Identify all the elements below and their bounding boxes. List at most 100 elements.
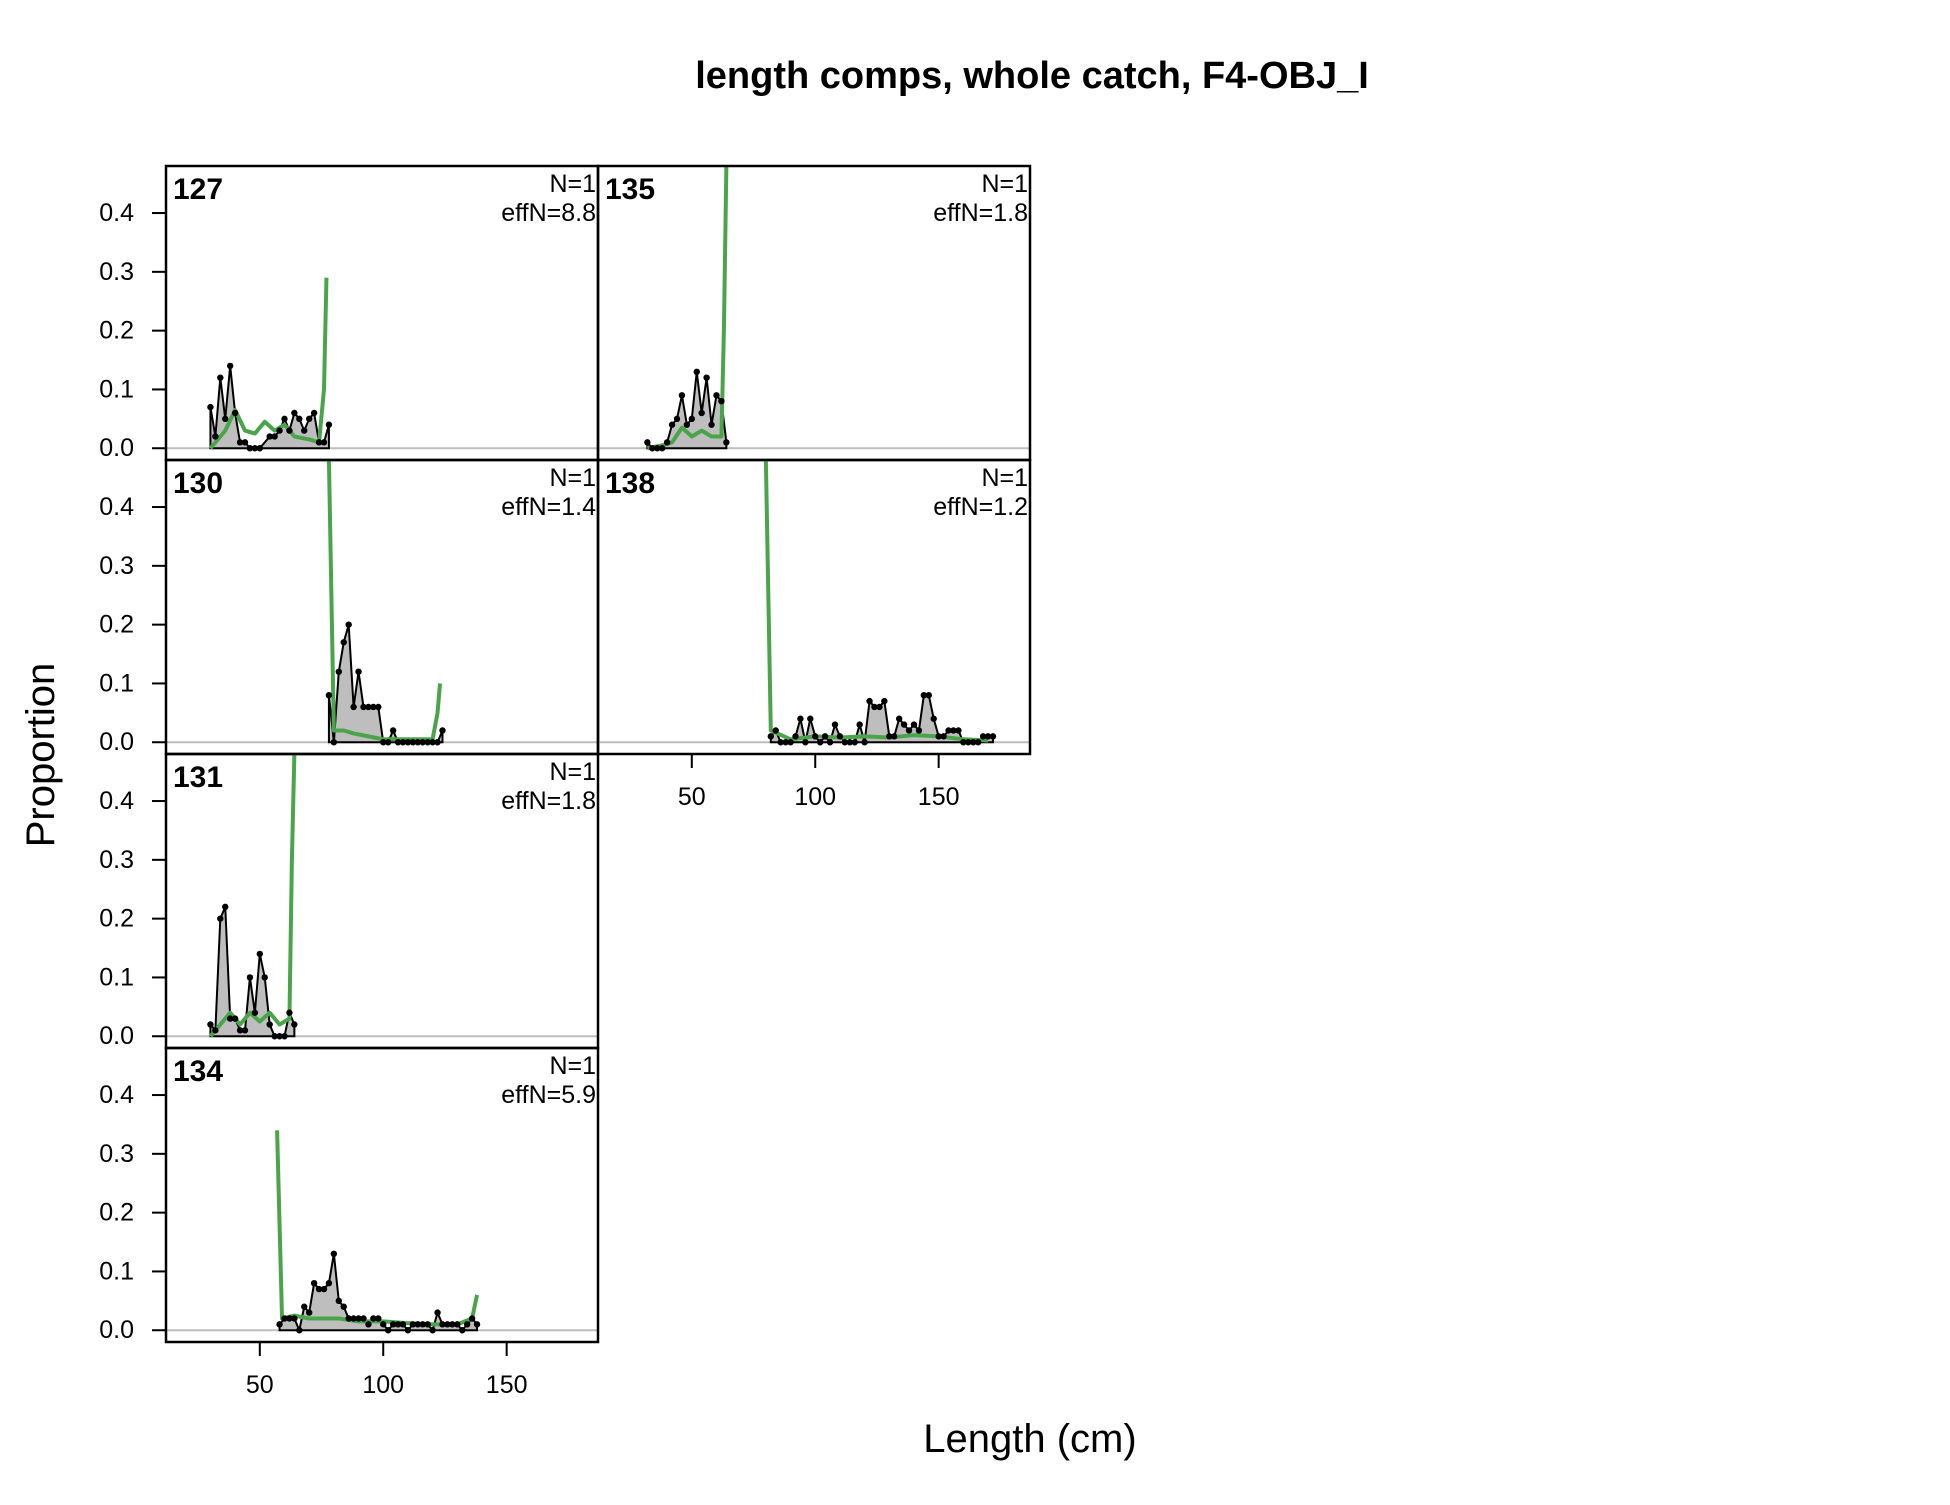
panel-year-label: 130	[173, 467, 223, 500]
observed-point	[678, 392, 686, 399]
observed-point	[881, 697, 888, 705]
observed-point	[950, 727, 957, 734]
observed-point	[330, 739, 338, 746]
observed-point	[668, 421, 676, 428]
observed-point	[930, 715, 937, 722]
observed-point	[673, 415, 681, 423]
y-tick-label: 0.0	[99, 1022, 134, 1050]
panel-plot-area	[325, 460, 446, 746]
y-tick-label: 0.2	[99, 1199, 134, 1227]
observed-point	[207, 403, 214, 411]
panel-year-label: 135	[605, 173, 655, 206]
observed-point	[910, 721, 918, 728]
observed-point	[915, 727, 923, 734]
y-tick-label: 0.2	[99, 611, 134, 639]
observed-point	[291, 409, 298, 417]
observed-point	[226, 362, 234, 370]
observed-point	[419, 1321, 426, 1328]
panel-effn-label: effN=5.9	[501, 1081, 596, 1109]
observed-point	[473, 1321, 481, 1328]
observed-point	[271, 433, 278, 440]
observed-point	[296, 415, 303, 423]
observed-point	[325, 421, 333, 428]
observed-point	[212, 1027, 219, 1034]
x-tick-label: 150	[486, 1371, 528, 1399]
y-tick-label: 0.1	[99, 375, 134, 403]
observed-point	[246, 974, 254, 981]
observed-point	[876, 703, 883, 711]
observed-point	[320, 1285, 328, 1293]
observed-point	[945, 727, 952, 734]
x-tick-label: 100	[794, 783, 836, 811]
observed-point	[226, 1015, 234, 1022]
observed-point	[920, 692, 928, 699]
observed-point	[281, 1033, 288, 1040]
observed-point	[644, 439, 651, 446]
panel-n-label: N=1	[981, 464, 1028, 492]
observed-point	[212, 433, 219, 440]
observed-point	[693, 368, 700, 375]
observed-point	[654, 445, 661, 452]
observed-point	[286, 1315, 293, 1322]
observed-point	[231, 409, 239, 417]
observed-point	[434, 1309, 441, 1316]
observed-point	[459, 1327, 466, 1334]
observed-point	[251, 1009, 259, 1016]
panel-plot-area	[763, 460, 997, 746]
y-tick-label: 0.4	[99, 199, 134, 227]
y-axis-title: Proportion	[19, 663, 63, 848]
observed-point	[281, 1315, 288, 1322]
observed-point	[429, 739, 436, 746]
observed-point	[449, 1321, 456, 1328]
observed-point	[276, 427, 283, 434]
observed-point	[340, 1303, 347, 1310]
observed-point	[399, 1321, 407, 1328]
observed-point	[305, 1309, 313, 1316]
observed-point	[905, 727, 913, 734]
observed-point	[301, 427, 308, 434]
observed-point	[375, 1315, 382, 1322]
observed-point	[301, 1303, 308, 1310]
observed-point	[335, 668, 342, 675]
observed-point	[960, 739, 967, 746]
observed-point	[281, 415, 288, 423]
observed-point	[291, 1315, 298, 1322]
observed-point	[380, 739, 387, 746]
y-tick-label: 0.1	[99, 963, 134, 991]
observed-point	[970, 739, 977, 746]
y-tick-label: 0.0	[99, 1316, 134, 1344]
panel-effn-label: effN=1.8	[933, 199, 1028, 227]
observed-point	[856, 721, 863, 728]
observed-point	[649, 445, 656, 452]
observed-point	[315, 1285, 323, 1293]
observed-point	[241, 439, 249, 446]
observed-point	[955, 727, 962, 734]
observed-point	[831, 721, 839, 728]
panel-effn-label: effN=1.8	[501, 787, 596, 815]
observed-point	[261, 974, 268, 981]
y-tick-label: 0.4	[99, 493, 134, 521]
observed-point	[370, 1315, 377, 1322]
observed-point	[384, 739, 392, 746]
observed-point	[325, 1280, 333, 1287]
panel-n-label: N=1	[549, 170, 596, 198]
observed-point	[866, 697, 873, 705]
observed-point	[286, 1009, 293, 1016]
panel-n-label: N=1	[981, 170, 1028, 198]
panel-plot-area	[207, 754, 298, 1040]
observed-point	[861, 739, 868, 746]
observed-point	[394, 1321, 402, 1328]
observed-point	[310, 409, 318, 417]
observed-point	[404, 739, 412, 746]
observed-point	[335, 1297, 342, 1305]
observed-point	[718, 398, 725, 405]
observed-point	[222, 903, 229, 911]
observed-point	[207, 1021, 214, 1028]
observed-point	[266, 1021, 273, 1028]
observed-point	[821, 733, 829, 740]
panel-effn-label: effN=1.2	[933, 493, 1028, 521]
